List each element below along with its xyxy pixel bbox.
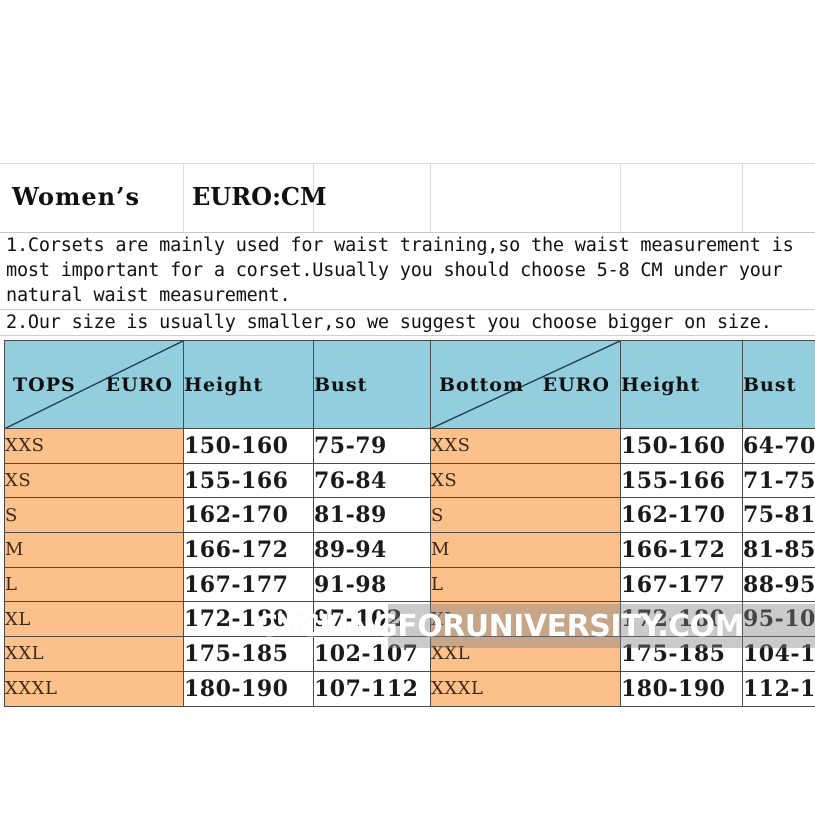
bottom-size-label: XXXL bbox=[430, 670, 621, 707]
table-row: XXL 175-185 102-107 XXL 175-185 104-1 bbox=[4, 636, 815, 672]
diagonal-split-line-icon bbox=[431, 341, 620, 428]
tops-bust-value: 81-89 bbox=[313, 497, 431, 534]
bottom-height-value: 167-177 bbox=[620, 566, 743, 603]
grid-divider bbox=[183, 164, 184, 232]
tops-height-value: 150-160 bbox=[183, 428, 314, 464]
table-row: XL 172-180 97-102 XL 172-180 95-10 bbox=[4, 601, 815, 638]
tops-size-label: XXS bbox=[4, 428, 184, 464]
tops-bust-value: 107-112 bbox=[313, 670, 431, 707]
tops-height-value: 172-180 bbox=[183, 601, 314, 638]
bottom-size-label: XXL bbox=[430, 636, 621, 672]
header-label-euro-bottom: EURO bbox=[542, 373, 610, 396]
tops-size-label: XS bbox=[4, 462, 184, 499]
header-cell-height-bottom: Height bbox=[620, 340, 743, 429]
tops-size-label: S bbox=[4, 497, 184, 534]
bottom-bust-value: 88-95 bbox=[742, 566, 815, 603]
header-cell-bust-tops: Bust bbox=[313, 340, 431, 429]
header-label-tops: TOPS bbox=[13, 373, 76, 396]
notes-block: 1.Corsets are mainly used for waist trai… bbox=[0, 233, 815, 336]
table-row: XXXL 180-190 107-112 XXXL 180-190 112-1 bbox=[4, 670, 815, 707]
table-row: M 166-172 89-94 M 166-172 81-85 bbox=[4, 532, 815, 568]
tops-bust-value: 102-107 bbox=[313, 636, 431, 672]
tops-size-label: XXL bbox=[4, 636, 184, 672]
bottom-height-value: 180-190 bbox=[620, 670, 743, 707]
grid-divider bbox=[742, 164, 743, 232]
tops-height-value: 162-170 bbox=[183, 497, 314, 534]
header-label-bottom: Bottom bbox=[439, 373, 525, 396]
bottom-height-value: 155-166 bbox=[620, 462, 743, 499]
grid-divider bbox=[430, 164, 431, 232]
tops-bust-value: 89-94 bbox=[313, 532, 431, 568]
tops-height-value: 167-177 bbox=[183, 566, 314, 603]
tops-height-value: 180-190 bbox=[183, 670, 314, 707]
header-cell-bottom-euro: Bottom EURO bbox=[430, 340, 621, 429]
bottom-size-label: M bbox=[430, 532, 621, 568]
header-cell-tops-euro: TOPS EURO bbox=[4, 340, 184, 429]
tops-size-label: XL bbox=[4, 601, 184, 638]
tops-size-label: XXXL bbox=[4, 670, 184, 707]
note-item-2: 2.Our size is usually smaller,so we sugg… bbox=[0, 310, 815, 336]
tops-size-label: M bbox=[4, 532, 184, 568]
note-line-1: 1.Corsets are mainly used for waist trai… bbox=[6, 235, 794, 256]
table-row: XXS 150-160 75-79 XXS 150-160 64-70 bbox=[4, 428, 815, 464]
grid-divider bbox=[313, 164, 314, 232]
bottom-size-label: L bbox=[430, 566, 621, 603]
bottom-height-value: 175-185 bbox=[620, 636, 743, 672]
table-row: XS 155-166 76-84 XS 155-166 71-75 bbox=[4, 462, 815, 499]
page-title-unit: EURO:CM bbox=[192, 182, 327, 211]
tops-height-value: 155-166 bbox=[183, 462, 314, 499]
bottom-size-label: S bbox=[430, 497, 621, 534]
diagonal-split-line-icon bbox=[5, 341, 183, 428]
bottom-bust-value: 71-75 bbox=[742, 462, 815, 499]
tops-bust-value: 91-98 bbox=[313, 566, 431, 603]
page-title-womens: Women’s bbox=[12, 182, 140, 211]
bottom-height-value: 150-160 bbox=[620, 428, 743, 464]
bottom-height-value: 166-172 bbox=[620, 532, 743, 568]
bottom-size-label: XS bbox=[430, 462, 621, 499]
grid-divider bbox=[620, 164, 621, 232]
bottom-size-label: XL bbox=[430, 601, 621, 638]
bottom-bust-value: 64-70 bbox=[742, 428, 815, 464]
table-row: S 162-170 81-89 S 162-170 75-81 bbox=[4, 497, 815, 534]
tops-height-value: 175-185 bbox=[183, 636, 314, 672]
tops-size-label: L bbox=[4, 566, 184, 603]
tops-bust-value: 97-102 bbox=[313, 601, 431, 638]
bottom-size-label: XXS bbox=[430, 428, 621, 464]
spreadsheet-title-strip bbox=[0, 163, 815, 233]
header-cell-height-tops: Height bbox=[183, 340, 314, 429]
bottom-bust-value: 112-1 bbox=[742, 670, 815, 707]
header-cell-bust-bottom: Bust bbox=[742, 340, 815, 429]
tops-bust-value: 76-84 bbox=[313, 462, 431, 499]
bottom-bust-value: 95-10 bbox=[742, 601, 815, 638]
size-chart-table: TOPS EURO Height Bust Bottom EURO Height… bbox=[4, 340, 815, 707]
table-row: L 167-177 91-98 L 167-177 88-95 bbox=[4, 566, 815, 603]
tops-height-value: 166-172 bbox=[183, 532, 314, 568]
bottom-bust-value: 81-85 bbox=[742, 532, 815, 568]
bottom-bust-value: 104-1 bbox=[742, 636, 815, 672]
table-header-row: TOPS EURO Height Bust Bottom EURO Height… bbox=[4, 340, 815, 429]
header-label-euro-tops: EURO bbox=[105, 373, 173, 396]
tops-bust-value: 75-79 bbox=[313, 428, 431, 464]
bottom-bust-value: 75-81 bbox=[742, 497, 815, 534]
bottom-height-value: 172-180 bbox=[620, 601, 743, 638]
note-line-2: most important for a corset.Usually you … bbox=[6, 260, 783, 281]
note-line-4: 2.Our size is usually smaller,so we sugg… bbox=[6, 312, 772, 333]
bottom-height-value: 162-170 bbox=[620, 497, 743, 534]
note-line-3: natural waist measurement. bbox=[6, 285, 291, 306]
note-item-1: 1.Corsets are mainly used for waist trai… bbox=[0, 233, 815, 310]
